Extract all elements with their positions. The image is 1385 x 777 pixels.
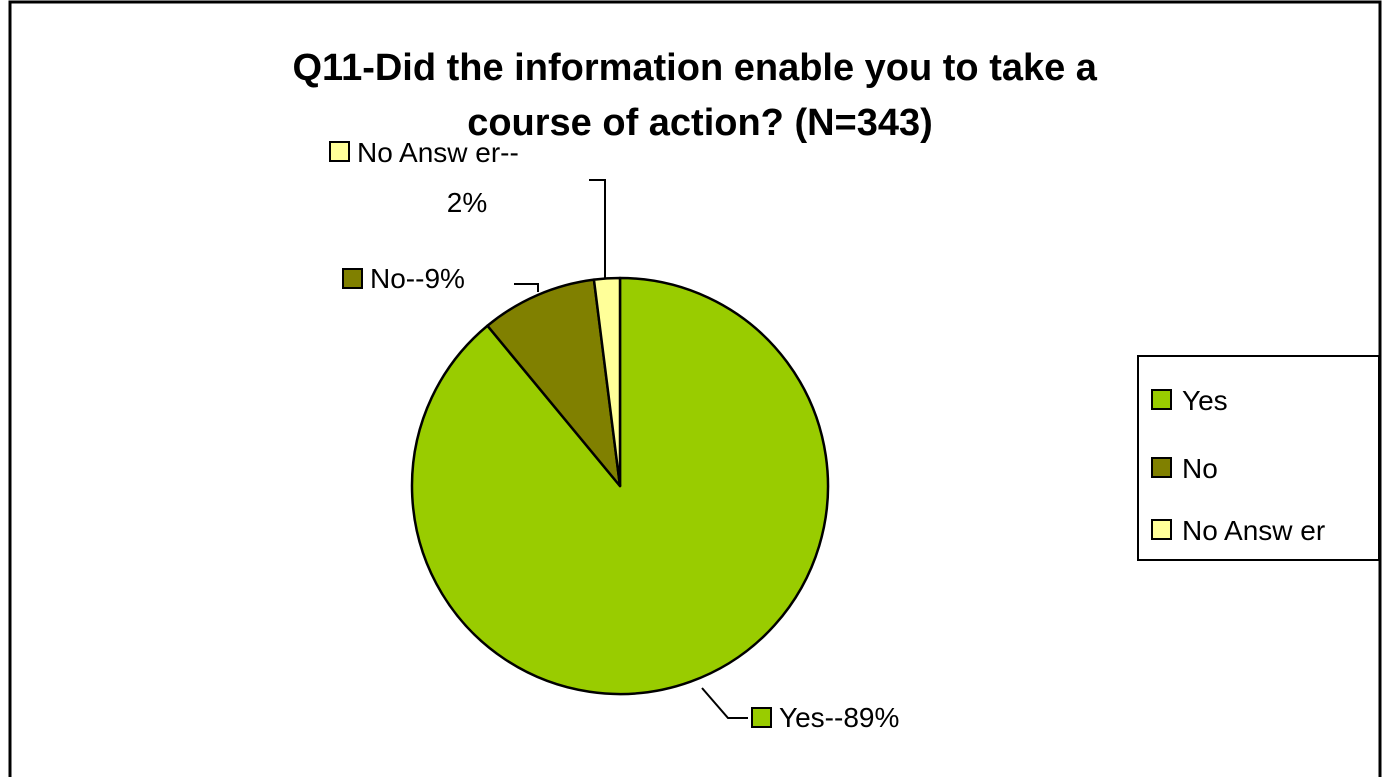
data-label-no-text: No--9% [370, 263, 465, 294]
pie-slice-no [486, 278, 622, 488]
data-label-no-swatch [342, 268, 363, 289]
data-label-no-answer-text: No Answ er-- [357, 137, 519, 168]
chart-title: Q11-Did the information enable you to ta… [292, 47, 1107, 144]
data-label-no: No--9% [342, 263, 465, 294]
legend-entry-yes: Yes [1151, 385, 1228, 416]
data-label-no-answer: No Answ er-- 2% [329, 137, 519, 218]
data-label-yes-text: Yes--89% [779, 702, 899, 733]
pie-slice-no-answer [592, 276, 622, 488]
legend-entry-no: No [1151, 453, 1218, 484]
legend-entry-no-answer: No Answ er [1151, 515, 1325, 546]
data-label-no-answer-percent: 2% [447, 187, 487, 218]
legend-swatch-no [1151, 457, 1172, 478]
leader-line-yes [701, 687, 748, 719]
data-label-no-answer-swatch [329, 141, 350, 162]
legend-label-yes: Yes [1182, 385, 1228, 416]
legend-label-no-answer: No Answ er [1182, 515, 1325, 546]
legend: Yes No No Answ er [1137, 355, 1380, 561]
chart-title-line-1: Q11-Did the information enable you to ta… [292, 47, 1097, 89]
data-label-yes-swatch [751, 707, 772, 728]
legend-label-no: No [1182, 453, 1218, 484]
legend-swatch-yes [1151, 389, 1172, 410]
pie-plot-area [410, 276, 830, 696]
data-label-yes: Yes--89% [751, 702, 899, 733]
leader-line-no-answer [589, 179, 606, 278]
chart-title-line-2: course of action? (N=343) [467, 102, 933, 144]
leader-line-no [514, 283, 539, 292]
legend-box [1137, 355, 1380, 561]
legend-swatch-no-answer [1151, 519, 1172, 540]
